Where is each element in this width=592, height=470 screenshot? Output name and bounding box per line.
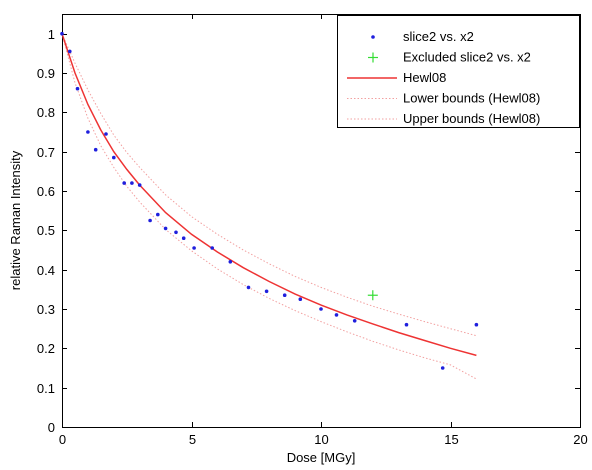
data-point bbox=[156, 212, 160, 217]
data-point bbox=[246, 285, 251, 290]
data-point bbox=[174, 230, 178, 235]
x-tick-label: 15 bbox=[444, 432, 458, 447]
y-tick-label: 0.3 bbox=[37, 302, 55, 317]
data-point bbox=[130, 181, 134, 185]
data-point bbox=[86, 130, 90, 134]
y-tick-label: 0.4 bbox=[37, 263, 55, 278]
legend-entry-points: slice2 vs. x2 bbox=[371, 29, 474, 44]
data-point bbox=[264, 289, 269, 294]
data-point bbox=[163, 226, 168, 231]
data-point bbox=[210, 246, 214, 250]
legend-entry-fit: Hewl08 bbox=[347, 70, 446, 85]
fit-line bbox=[61, 33, 477, 357]
data-point bbox=[104, 132, 108, 136]
legend-frame bbox=[337, 15, 580, 128]
y-tick-label: 0 bbox=[48, 420, 55, 435]
legend-label: Hewl08 bbox=[403, 70, 446, 85]
y-tick-label: 0.1 bbox=[37, 381, 55, 396]
y-tick-label: 0.6 bbox=[37, 184, 55, 199]
series-layer bbox=[60, 31, 479, 380]
data-point bbox=[112, 155, 116, 160]
excluded-point bbox=[367, 290, 378, 301]
y-tick-label: 0.5 bbox=[37, 223, 55, 238]
data-point bbox=[319, 307, 323, 311]
y-tick-label: 0.9 bbox=[37, 66, 55, 81]
data-point bbox=[68, 49, 72, 54]
legend-entry-excluded: Excluded slice2 vs. x2 bbox=[368, 50, 531, 65]
data-point bbox=[228, 260, 233, 264]
legend-dot bbox=[371, 35, 375, 39]
x-tick-label: 0 bbox=[59, 432, 66, 447]
data-point bbox=[192, 246, 196, 250]
y-tick-label: 1 bbox=[48, 27, 55, 42]
legend-marker-dot bbox=[371, 35, 375, 39]
legend-label: slice2 vs. x2 bbox=[403, 29, 474, 44]
data-point bbox=[122, 181, 126, 185]
data-point bbox=[334, 313, 339, 317]
data-point bbox=[404, 322, 409, 327]
data-point bbox=[282, 293, 287, 298]
data-point bbox=[298, 297, 303, 302]
data-point bbox=[137, 183, 142, 187]
data-point bbox=[181, 236, 186, 240]
legend-entry-lower: Lower bounds (Hewl08) bbox=[347, 91, 540, 106]
data-point bbox=[352, 319, 357, 323]
lower-bound-line bbox=[61, 33, 477, 380]
legend-entry-upper: Upper bounds (Hewl08) bbox=[347, 111, 540, 126]
y-axis-ticks: 0 0.1 0.2 0.3 0.4 0.5 0.6 0.7 0.8 0.9 1 bbox=[37, 27, 580, 435]
data-point bbox=[440, 366, 445, 370]
data-point bbox=[474, 322, 479, 327]
y-tick-label: 0.8 bbox=[37, 105, 55, 120]
x-tick-label: 20 bbox=[573, 432, 587, 447]
y-tick-label: 0.7 bbox=[37, 145, 55, 160]
legend-label: Upper bounds (Hewl08) bbox=[403, 111, 540, 126]
x-axis-label: Dose [MGy] bbox=[287, 450, 356, 465]
legend-label: Excluded slice2 vs. x2 bbox=[403, 50, 531, 65]
x-tick-label: 5 bbox=[189, 432, 196, 447]
data-point bbox=[60, 31, 64, 36]
legend-label: Lower bounds (Hewl08) bbox=[403, 91, 540, 106]
data-point bbox=[148, 218, 152, 223]
legend-marker-plus bbox=[368, 52, 378, 63]
upper-bound-line bbox=[61, 33, 477, 337]
legend: slice2 vs. x2 Excluded slice2 vs. x2 Hew… bbox=[337, 15, 580, 128]
y-axis-label: relative Raman Intensity bbox=[8, 150, 23, 290]
y-tick-label: 0.2 bbox=[37, 341, 55, 356]
x-tick-label: 10 bbox=[314, 432, 328, 447]
data-point bbox=[75, 86, 80, 91]
data-point bbox=[93, 147, 98, 152]
